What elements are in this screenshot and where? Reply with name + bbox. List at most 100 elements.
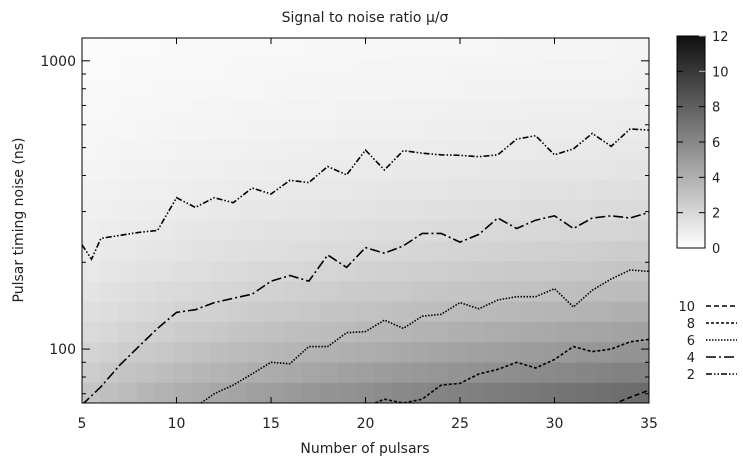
heatmap-cell bbox=[411, 200, 431, 222]
heatmap-cell bbox=[466, 382, 485, 403]
heatmap-cell bbox=[520, 139, 540, 161]
x-axis: 5 10 15 20 25 30 35 bbox=[78, 38, 658, 432]
heatmap-cell bbox=[301, 382, 321, 403]
y-axis-label: Pulsar timing noise (ns) bbox=[11, 138, 27, 303]
heatmap-cell bbox=[191, 321, 211, 343]
heatmap-cell bbox=[301, 98, 321, 120]
x-tick-label: 10 bbox=[168, 416, 186, 432]
heatmap-cell bbox=[447, 240, 467, 262]
heatmap-cell bbox=[82, 301, 101, 323]
heatmap-cell bbox=[392, 38, 412, 59]
heatmap-cell bbox=[210, 362, 229, 384]
heatmap-cell bbox=[539, 98, 559, 120]
heatmap-cell bbox=[392, 139, 412, 161]
heatmap-cell bbox=[100, 240, 120, 262]
heatmap-cell bbox=[392, 240, 412, 262]
heatmap-cell bbox=[338, 119, 357, 140]
heatmap-cell bbox=[411, 78, 431, 100]
heatmap-cell bbox=[301, 220, 321, 242]
heatmap-cell bbox=[575, 342, 595, 364]
heatmap-cell bbox=[557, 321, 577, 343]
legend-label: 4 bbox=[687, 351, 695, 366]
heatmap-cell bbox=[136, 342, 156, 364]
heatmap-cell bbox=[447, 200, 467, 222]
heatmap-cell bbox=[575, 240, 595, 262]
heatmap-cell bbox=[594, 159, 614, 181]
heatmap-cell bbox=[173, 220, 193, 242]
heatmap-cell bbox=[484, 362, 504, 384]
heatmap-cell bbox=[429, 362, 449, 384]
heatmap-cell bbox=[374, 220, 394, 242]
heatmap-cell bbox=[246, 301, 266, 323]
heatmap-cell bbox=[264, 301, 284, 323]
heatmap-cell bbox=[447, 119, 467, 140]
heatmap-cell bbox=[575, 362, 595, 384]
heatmap-cell bbox=[82, 261, 101, 282]
heatmap-cell bbox=[246, 342, 266, 364]
heatmap-cell bbox=[210, 179, 229, 201]
heatmap-cell bbox=[447, 321, 467, 343]
heatmap-cell bbox=[429, 220, 449, 242]
heatmap-cell bbox=[466, 362, 485, 384]
heatmap-cell bbox=[264, 240, 284, 262]
heatmap-cell bbox=[594, 179, 614, 201]
heatmap-cell bbox=[118, 98, 138, 120]
heatmap-cell bbox=[374, 301, 394, 323]
heatmap-cell bbox=[228, 139, 248, 161]
heatmap-cell bbox=[392, 98, 412, 120]
heatmap-cell bbox=[118, 139, 138, 161]
heatmap-cell bbox=[264, 281, 284, 303]
chart-title: Signal to noise ratio μ/σ bbox=[282, 10, 449, 26]
heatmap-cell bbox=[301, 342, 321, 364]
heatmap-cell bbox=[502, 281, 522, 303]
heatmap-cell bbox=[484, 342, 504, 364]
heatmap-cell bbox=[484, 301, 504, 323]
contour-line-10 bbox=[588, 389, 649, 403]
heatmap-cell bbox=[264, 38, 284, 59]
heatmap-cell bbox=[594, 38, 614, 59]
heatmap-cell bbox=[264, 179, 284, 201]
heatmap-cell bbox=[301, 200, 321, 222]
heatmap-cell bbox=[173, 98, 193, 120]
x-axis-label: Number of pulsars bbox=[300, 441, 429, 457]
heatmap-cell bbox=[484, 58, 504, 80]
heatmap-cell bbox=[191, 179, 211, 201]
heatmap-cell bbox=[173, 78, 193, 100]
heatmap-cell bbox=[539, 38, 559, 59]
legend-label: 2 bbox=[687, 368, 695, 383]
heatmap-cell bbox=[612, 362, 632, 384]
heatmap-cell bbox=[447, 38, 467, 59]
heatmap-cell bbox=[173, 200, 193, 222]
heatmap-cell bbox=[191, 119, 211, 140]
heatmap-cell bbox=[173, 342, 193, 364]
heatmap-cell bbox=[246, 139, 266, 161]
heatmap-cell bbox=[374, 281, 394, 303]
heatmap-cell bbox=[429, 261, 449, 282]
heatmap-cell bbox=[246, 200, 266, 222]
heatmap-cell bbox=[594, 139, 614, 161]
heatmap-cell bbox=[319, 342, 339, 364]
heatmap-cell bbox=[155, 58, 175, 80]
heatmap-cell bbox=[575, 159, 595, 181]
heatmap-cell bbox=[228, 119, 248, 140]
heatmap-cell bbox=[594, 261, 614, 282]
heatmap-cell bbox=[100, 78, 120, 100]
heatmap-cell bbox=[228, 342, 248, 364]
heatmap-cell bbox=[575, 98, 595, 120]
heatmap-cell bbox=[82, 220, 101, 242]
heatmap-cell bbox=[210, 281, 229, 303]
heatmap-cell bbox=[575, 58, 595, 80]
heatmap-cell bbox=[338, 159, 357, 181]
heatmap-cell bbox=[319, 200, 339, 222]
heatmap-cell bbox=[264, 382, 284, 403]
heatmap-cell bbox=[82, 58, 101, 80]
heatmap-cell bbox=[466, 301, 485, 323]
heatmap-cell bbox=[118, 342, 138, 364]
heatmap-cell bbox=[136, 382, 156, 403]
heatmap-cell bbox=[356, 159, 376, 181]
heatmap-cell bbox=[173, 240, 193, 262]
heatmap-cell bbox=[100, 261, 120, 282]
heatmap-cell bbox=[484, 261, 504, 282]
contour-line-4 bbox=[82, 211, 649, 403]
heatmap-cell bbox=[338, 58, 357, 80]
